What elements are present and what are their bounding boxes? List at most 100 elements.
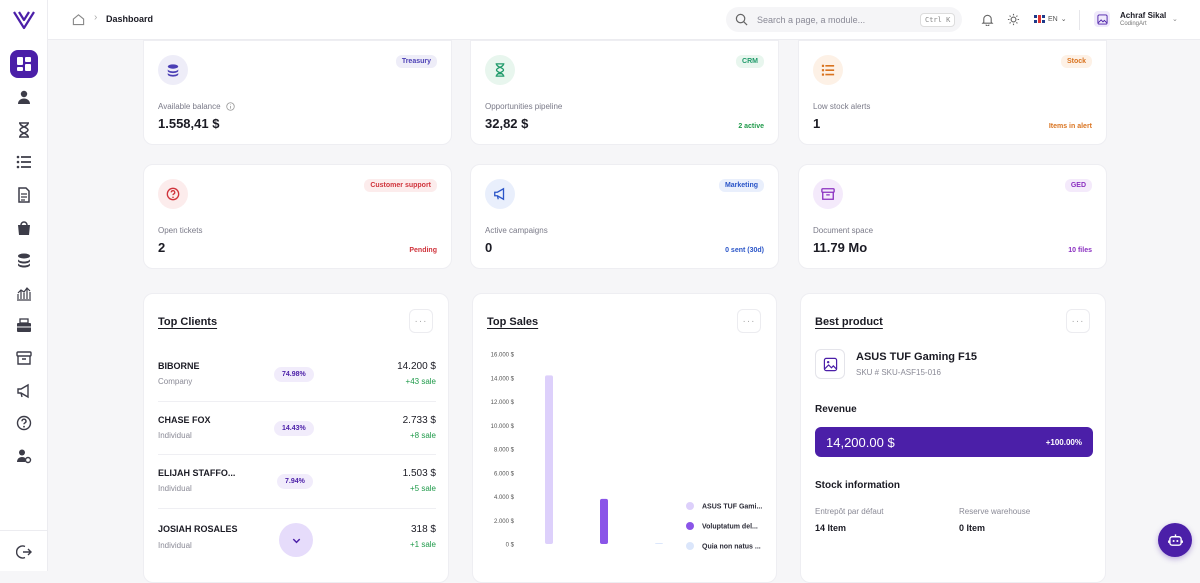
- client-name: ELIJAH STAFFO...: [158, 468, 236, 478]
- theme-sun-icon[interactable]: [1007, 13, 1020, 26]
- user-name[interactable]: Achraf Sikal: [1120, 11, 1167, 20]
- client-row[interactable]: ELIJAH STAFFO... Individual 7.94% 1.503 …: [158, 454, 436, 507]
- client-share-badge: 7.94%: [277, 474, 313, 489]
- kpi-value: 32,82 $: [485, 116, 529, 131]
- top-clients-more-button[interactable]: ···: [409, 309, 433, 333]
- kpi-value: 0: [485, 240, 493, 255]
- kpi-tag: CRM: [736, 55, 764, 68]
- client-share-badge: 74.98%: [274, 367, 314, 382]
- best-product-panel: Best product ··· ASUS TUF Gaming F15 SKU…: [800, 293, 1106, 583]
- topbar: › Dashboard Search a page, a module... C…: [48, 0, 1200, 40]
- nav-archive-icon[interactable]: [10, 344, 38, 372]
- breadcrumb-current[interactable]: Dashboard: [106, 14, 154, 24]
- megaphone-icon: [485, 179, 515, 209]
- nav-support-help-icon[interactable]: [10, 409, 38, 437]
- kpi-card-crm[interactable]: CRM Opportunities pipeline 32,82 $ 2 act…: [470, 40, 779, 145]
- nav-shop-bag-icon[interactable]: [10, 214, 38, 242]
- best-product-title: Best product: [815, 316, 883, 328]
- kpi-sub: 0 sent (30d): [725, 247, 764, 254]
- y-tick-label: 0 $: [506, 543, 515, 549]
- kpi-tag: Treasury: [395, 55, 437, 68]
- legend-swatch: [686, 502, 694, 510]
- kpi-card-treasury[interactable]: Treasury Available balance 1.558,41 $: [143, 40, 452, 145]
- user-menu-chevron-icon[interactable]: ⌄: [1172, 16, 1178, 23]
- image-placeholder-icon: [1096, 13, 1108, 25]
- kpi-tag: Marketing: [718, 179, 764, 192]
- client-row[interactable]: BIBORNE Company 74.98% 14.200 $ +43 sale: [158, 348, 436, 401]
- robot-icon: [1167, 533, 1183, 546]
- kpi-card-stock[interactable]: Stock Low stock alerts 1 Items in alert: [798, 40, 1107, 145]
- language-code: EN: [1048, 15, 1058, 23]
- product-name[interactable]: ASUS TUF Gaming F15: [856, 351, 978, 363]
- legend-label: Voluptatum del...: [702, 524, 758, 531]
- notifications-bell-icon[interactable]: [981, 13, 994, 26]
- language-selector[interactable]: EN ⌄: [1034, 15, 1067, 23]
- client-amount: 318 $: [410, 524, 436, 535]
- client-type: Individual: [158, 484, 192, 493]
- client-amount: 14.200 $: [397, 361, 436, 372]
- kpi-value: 2: [158, 240, 166, 255]
- nav-marketing-megaphone-icon[interactable]: [10, 377, 38, 405]
- search-input[interactable]: Search a page, a module... Ctrl K: [726, 7, 962, 32]
- nav-documents-icon[interactable]: [10, 181, 38, 209]
- logout-icon[interactable]: [10, 538, 38, 566]
- info-icon[interactable]: [225, 102, 235, 111]
- y-tick-label: 8.000 $: [494, 448, 515, 454]
- bar: [545, 375, 553, 544]
- top-sales-chart: 0 $ 2.000 $ 4.000 $ 6.000 $ 8.000 $ 10.000 $ 1…: [491, 353, 763, 551]
- y-tick-label: 4.000 $: [494, 495, 515, 501]
- client-type: Individual: [158, 541, 192, 550]
- app-logo-icon[interactable]: [13, 10, 35, 30]
- nav-treasury-coins-icon[interactable]: [10, 246, 38, 274]
- y-tick-label: 6.000 $: [494, 471, 515, 477]
- kpi-value: 1.558,41 $: [158, 116, 220, 131]
- breadcrumb-chevron-icon: ›: [94, 12, 98, 23]
- sidebar: [0, 0, 48, 571]
- client-name: BIBORNE: [158, 361, 200, 371]
- legend-swatch: [686, 542, 694, 550]
- hourglass-icon: [485, 55, 515, 85]
- expand-list-button[interactable]: [279, 523, 313, 557]
- legend-label: ASUS TUF Gami...: [702, 504, 762, 511]
- search-placeholder: Search a page, a module...: [757, 15, 866, 25]
- top-sales-panel: Top Sales ··· 0 $ 2.000 $ 4.000 $ 6.000 $ 8.…: [472, 293, 777, 583]
- sidebar-bottom: [0, 530, 48, 531]
- kpi-card-marketing[interactable]: Marketing Active campaigns 0 0 sent (30d…: [470, 164, 779, 269]
- client-sales: +5 sale: [409, 484, 436, 493]
- nav-opportunities-icon[interactable]: [10, 116, 38, 144]
- help-circle-icon: [158, 179, 188, 209]
- user-avatar[interactable]: [1094, 11, 1110, 27]
- top-sales-more-button[interactable]: ···: [737, 309, 761, 333]
- archive-icon: [813, 179, 843, 209]
- home-icon[interactable]: [72, 13, 85, 26]
- nav-list-icon[interactable]: [10, 148, 38, 176]
- search-icon: [735, 13, 748, 26]
- y-tick-label: 12.000 $: [491, 400, 515, 406]
- nav-analytics-icon[interactable]: [10, 279, 38, 307]
- client-sales: +43 sale: [405, 377, 436, 386]
- revenue-heading: Revenue: [815, 404, 857, 415]
- nav-stock-icon[interactable]: [10, 311, 38, 339]
- nav-users-settings-icon[interactable]: [10, 442, 38, 470]
- client-row[interactable]: JOSIAH ROSALES Individual 318 $ +1 sale: [158, 508, 436, 561]
- kpi-card-support[interactable]: Customer support Open tickets 2 Pending: [143, 164, 452, 269]
- legend-swatch: [686, 522, 694, 530]
- best-product-more-button[interactable]: ···: [1066, 309, 1090, 333]
- y-tick-label: 2.000 $: [494, 519, 515, 525]
- client-name: CHASE FOX: [158, 415, 211, 425]
- client-row[interactable]: CHASE FOX Individual 14.43% 2.733 $ +8 s…: [158, 401, 436, 454]
- uk-flag-icon: [1034, 15, 1045, 23]
- client-amount: 2.733 $: [402, 415, 436, 426]
- chat-assistant-button[interactable]: [1158, 523, 1192, 557]
- stock-location-label: Entrepôt par défaut: [815, 507, 884, 516]
- product-sku: SKU # SKU-ASF15-016: [856, 368, 941, 377]
- client-type: Individual: [158, 431, 192, 440]
- kpi-card-ged[interactable]: GED Document space 11.79 Mo 10 files: [798, 164, 1107, 269]
- nav-contacts-icon[interactable]: [10, 83, 38, 111]
- stock-location-value: 0 Item: [959, 523, 986, 533]
- chevron-down-icon: [292, 538, 300, 543]
- client-share-badge: 14.43%: [274, 421, 314, 436]
- nav-dashboard-icon[interactable]: [10, 50, 38, 78]
- revenue-growth: +100.00%: [1045, 438, 1082, 447]
- client-sales: +1 sale: [409, 540, 436, 549]
